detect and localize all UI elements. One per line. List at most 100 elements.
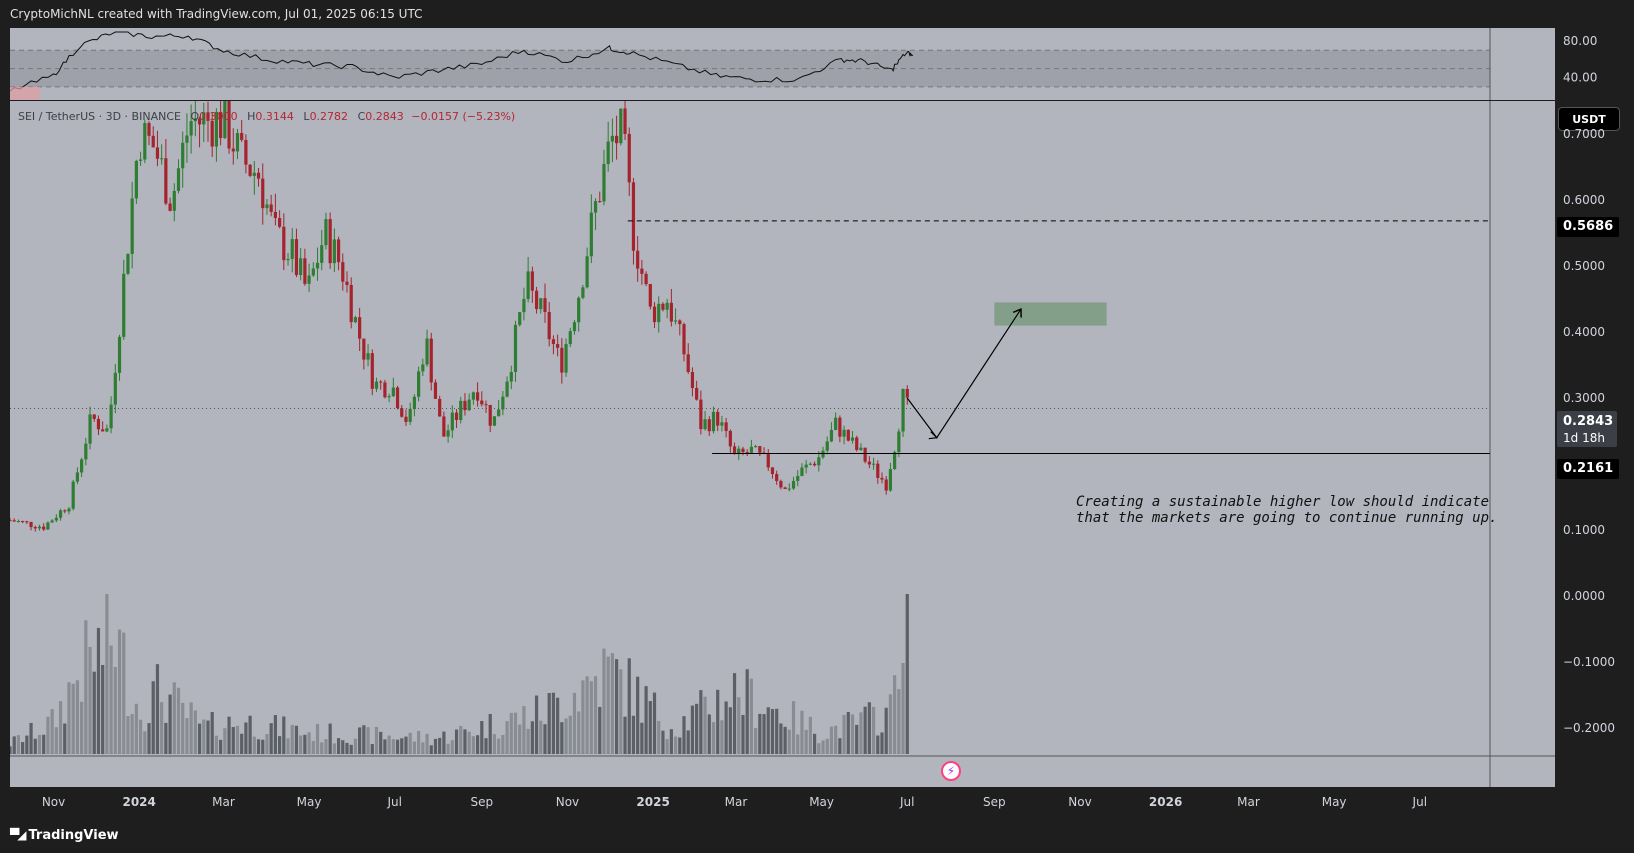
candle-body bbox=[678, 320, 682, 325]
candle-body bbox=[96, 418, 101, 430]
candle-body bbox=[610, 135, 614, 142]
candle-body bbox=[21, 521, 25, 523]
candle-body bbox=[657, 303, 661, 323]
candle-body bbox=[459, 400, 463, 421]
volume-bar bbox=[829, 726, 834, 754]
candle-body bbox=[278, 218, 282, 227]
candle-body bbox=[417, 371, 421, 397]
volume-bar bbox=[682, 716, 686, 754]
price-pane[interactable] bbox=[10, 101, 1555, 787]
candle-body bbox=[720, 422, 724, 426]
candle-body bbox=[669, 302, 673, 322]
candle-body bbox=[138, 159, 143, 161]
volume-group bbox=[10, 594, 909, 754]
candle-body bbox=[425, 338, 429, 365]
candle-body bbox=[770, 467, 775, 475]
candle-body bbox=[741, 448, 745, 453]
volume-bar bbox=[606, 656, 610, 754]
candle-body bbox=[29, 521, 33, 528]
candle-body bbox=[855, 437, 859, 450]
x-tick-label: Mar bbox=[1237, 795, 1260, 809]
candle-body bbox=[16, 521, 21, 523]
volume-bar bbox=[699, 690, 703, 754]
candle-body bbox=[88, 414, 92, 444]
volume-bar bbox=[438, 737, 442, 754]
volume-bar bbox=[732, 673, 737, 754]
volume-bar bbox=[804, 729, 808, 754]
candle-body bbox=[589, 212, 593, 257]
y-tick-label: 0.1000 bbox=[1563, 523, 1605, 537]
volume-bar bbox=[762, 714, 766, 754]
volume-bar bbox=[244, 722, 248, 754]
candle-body bbox=[374, 381, 379, 389]
volume-bar bbox=[812, 733, 817, 754]
header-bar: CryptoMichNL created with TradingView.co… bbox=[0, 0, 1634, 28]
rsi-pane[interactable] bbox=[10, 28, 1555, 100]
candle-body bbox=[585, 256, 589, 288]
candle-body bbox=[214, 111, 219, 147]
x-tick-label: Nov bbox=[42, 795, 65, 809]
chart-annotation[interactable]: Creating a sustainable higher low should… bbox=[1076, 494, 1497, 526]
volume-bar bbox=[522, 706, 526, 754]
candle-body bbox=[244, 139, 248, 165]
candle-body bbox=[134, 160, 138, 199]
candle-body bbox=[644, 273, 648, 285]
volume-bar bbox=[488, 713, 492, 754]
candle-body bbox=[80, 459, 84, 473]
currency-selector[interactable]: USDT bbox=[1558, 107, 1620, 131]
volume-bar bbox=[644, 686, 648, 754]
tv-logo-icon: ▀◢ bbox=[10, 828, 27, 842]
candle-body bbox=[834, 417, 838, 430]
candle-body bbox=[383, 382, 387, 398]
candle-body bbox=[488, 404, 492, 426]
volume-bar bbox=[189, 702, 193, 754]
volume-bar bbox=[551, 692, 556, 754]
volume-bar bbox=[362, 725, 366, 754]
tradingview-logo[interactable]: ▀◢ TradingView bbox=[10, 828, 119, 843]
candle-body bbox=[593, 201, 598, 213]
volume-bar bbox=[33, 738, 37, 754]
x-tick-label: Jul bbox=[899, 795, 914, 809]
volume-bar bbox=[387, 735, 391, 754]
close-value: 0.2843 bbox=[365, 110, 404, 123]
candle-body bbox=[699, 399, 703, 430]
candle-body bbox=[240, 133, 244, 140]
volume-bar bbox=[749, 678, 754, 754]
x-tick-label: 2024 bbox=[122, 795, 155, 809]
candle-body bbox=[189, 121, 193, 136]
volume-bar bbox=[779, 723, 783, 754]
volume-bar bbox=[850, 714, 855, 754]
candle-body bbox=[421, 364, 425, 372]
volume-bar bbox=[581, 680, 585, 754]
last-price-tag: 0.2843 1d 18h bbox=[1557, 411, 1617, 447]
volume-bar bbox=[556, 697, 560, 754]
candle-body bbox=[33, 527, 37, 529]
volume-bar bbox=[197, 723, 202, 754]
volume-bar bbox=[332, 743, 336, 754]
flash-icon[interactable]: ⚡ bbox=[941, 761, 961, 781]
candle-body bbox=[307, 275, 311, 284]
candle-body bbox=[248, 164, 252, 176]
volume-bar bbox=[395, 739, 400, 754]
volume-bar bbox=[58, 701, 63, 754]
x-tick-label: Mar bbox=[725, 795, 748, 809]
volume-bar bbox=[433, 738, 438, 754]
candle-body bbox=[509, 371, 513, 382]
volume-bar bbox=[534, 695, 539, 754]
low-label: L bbox=[303, 110, 310, 123]
candle-body bbox=[711, 411, 716, 432]
candle-body bbox=[67, 508, 71, 512]
volume-bar bbox=[686, 730, 690, 754]
candle-body bbox=[404, 416, 408, 422]
volume-bar bbox=[842, 715, 846, 754]
volume-bar bbox=[223, 728, 227, 754]
candle-body bbox=[446, 430, 450, 437]
candle-body bbox=[850, 437, 855, 441]
volume-bar bbox=[80, 701, 84, 754]
volume-bar bbox=[231, 727, 235, 754]
volume-bar bbox=[501, 734, 505, 754]
candle-body bbox=[172, 190, 176, 211]
volume-bar bbox=[454, 729, 459, 754]
candle-body bbox=[117, 336, 122, 373]
volume-bar bbox=[176, 687, 181, 754]
